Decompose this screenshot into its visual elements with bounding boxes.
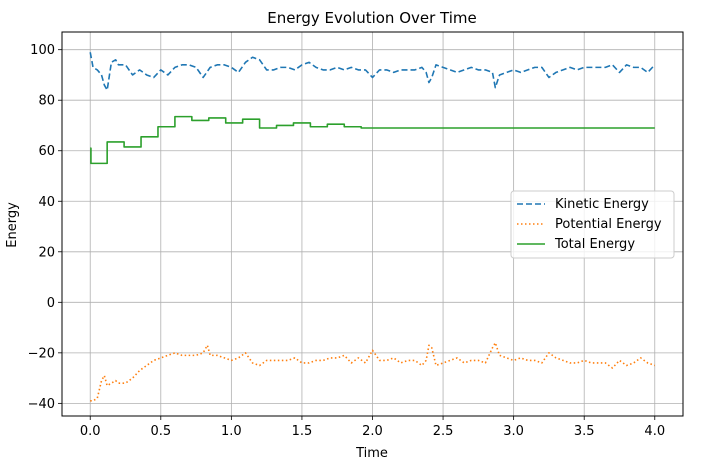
legend-label-kinetic: Kinetic Energy bbox=[555, 197, 649, 212]
x-tick-label: 1.0 bbox=[221, 424, 242, 439]
y-tick-label: 0 bbox=[47, 296, 55, 311]
y-tick-label: −20 bbox=[28, 346, 55, 361]
x-tick-label: 0.0 bbox=[80, 424, 101, 439]
legend-box bbox=[510, 190, 675, 259]
x-tick-label: 1.5 bbox=[292, 424, 313, 439]
chart-title: Energy Evolution Over Time bbox=[267, 9, 477, 27]
x-tick-label: 3.5 bbox=[574, 424, 595, 439]
x-tick-label: 0.5 bbox=[150, 424, 171, 439]
y-axis-label: Energy bbox=[5, 202, 20, 248]
y-tick-label: −40 bbox=[28, 397, 55, 412]
series-layer bbox=[89, 52, 656, 402]
legend: Kinetic Energy Potential Energy Total En… bbox=[510, 190, 675, 259]
series-line-total-energy bbox=[90, 115, 655, 165]
x-tick-label: 2.0 bbox=[362, 424, 383, 439]
x-tick-label: 4.0 bbox=[644, 424, 665, 439]
legend-label-total: Total Energy bbox=[554, 237, 635, 252]
series-line-kinetic-energy bbox=[89, 52, 656, 91]
y-tick-label: 100 bbox=[30, 43, 55, 58]
y-axis-ticks: −40 −20 0 20 40 60 80 100 bbox=[28, 43, 62, 412]
y-tick-label: 20 bbox=[38, 245, 55, 260]
grid bbox=[62, 32, 683, 416]
x-axis-ticks: 0.0 0.5 1.0 1.5 2.0 2.5 3.0 3.5 4.0 bbox=[80, 416, 665, 439]
y-tick-label: 60 bbox=[38, 144, 55, 159]
legend-label-potential: Potential Energy bbox=[555, 217, 662, 232]
y-tick-label: 80 bbox=[38, 94, 55, 109]
y-tick-label: 40 bbox=[38, 195, 55, 210]
x-axis-label: Time bbox=[355, 446, 388, 461]
x-tick-label: 2.5 bbox=[433, 424, 454, 439]
x-tick-label: 3.0 bbox=[503, 424, 524, 439]
